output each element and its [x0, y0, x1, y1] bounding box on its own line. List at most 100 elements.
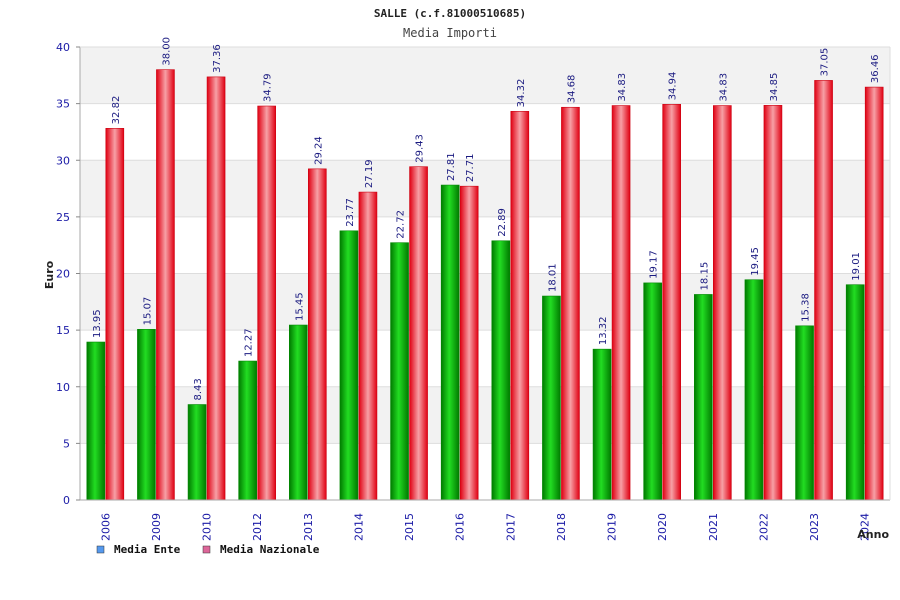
- data-label: 13.95: [92, 309, 103, 338]
- bar-media-nazionale: [814, 80, 833, 501]
- data-label: 34.94: [668, 72, 679, 101]
- data-label: 29.24: [313, 136, 324, 165]
- data-label: 8.43: [193, 378, 204, 400]
- data-label: 34.68: [566, 75, 577, 104]
- bar-media-nazionale: [763, 105, 783, 501]
- bar-media-ente: [339, 230, 359, 501]
- x-tick-label: 2006: [99, 513, 112, 541]
- data-label: 37.36: [212, 44, 223, 73]
- data-label: 34.83: [617, 73, 628, 102]
- data-label: 22.89: [497, 208, 508, 237]
- data-label: 23.77: [345, 198, 356, 227]
- x-tick-label: 2010: [201, 513, 214, 541]
- data-label: 22.72: [396, 210, 407, 239]
- bar-media-ente: [795, 325, 814, 501]
- data-label: 34.32: [516, 79, 527, 108]
- data-label: 37.05: [820, 48, 831, 77]
- bar-media-ente: [137, 329, 156, 501]
- bar-media-nazionale: [561, 106, 580, 501]
- x-tick-label: 2021: [707, 513, 720, 541]
- bar-media-nazionale: [257, 105, 276, 501]
- data-label: 32.82: [111, 96, 122, 125]
- x-tick-label: 2009: [150, 513, 163, 541]
- x-tick-label: 2023: [808, 513, 821, 541]
- bar-media-nazionale: [510, 111, 530, 501]
- bar-media-nazionale: [105, 128, 125, 501]
- bar-media-nazionale: [156, 69, 175, 501]
- data-label: 34.79: [263, 73, 274, 102]
- y-tick-label: 10: [56, 381, 70, 394]
- bar-media-nazionale: [206, 76, 226, 501]
- data-label: 34.83: [718, 73, 729, 102]
- x-axis-ticks: 2006 2009 2010 2012 2013 2014 2015 2016 2017 2018…: [99, 513, 871, 541]
- y-tick-label: 25: [56, 211, 70, 224]
- bar-media-ente: [238, 360, 257, 501]
- data-label: 38.00: [161, 37, 172, 66]
- y-tick-label: 30: [56, 154, 70, 167]
- legend-label-media-ente: Media Ente: [114, 543, 181, 556]
- y-tick-label: 15: [56, 324, 70, 337]
- y-axis-label: Euro: [43, 260, 56, 289]
- legend: Media Ente Media Nazionale: [96, 543, 320, 556]
- x-tick-label: 2024: [859, 513, 872, 541]
- y-tick-label: 0: [63, 494, 70, 507]
- bar-media-nazionale: [611, 105, 631, 501]
- x-axis-label: Anno: [857, 528, 889, 541]
- bars: [86, 69, 884, 501]
- legend-label-media-nazionale: Media Nazionale: [220, 543, 320, 556]
- bar-media-ente: [289, 324, 308, 501]
- bar-media-ente: [592, 348, 612, 501]
- bar-media-nazionale: [459, 185, 479, 501]
- bar-media-nazionale: [864, 86, 884, 501]
- y-tick-label: 40: [56, 41, 70, 54]
- bar-media-ente: [491, 240, 511, 501]
- x-tick-label: 2014: [352, 513, 365, 541]
- x-tick-label: 2015: [403, 513, 416, 541]
- x-tick-label: 2019: [606, 513, 619, 541]
- data-label: 18.15: [699, 262, 710, 291]
- x-tick-label: 2012: [251, 513, 264, 541]
- x-tick-label: 2017: [504, 513, 517, 541]
- bar-media-ente: [845, 284, 865, 501]
- bar-media-ente: [694, 294, 713, 501]
- x-tick-label: 2022: [757, 513, 770, 541]
- data-label: 12.27: [244, 328, 255, 357]
- data-label: 15.07: [142, 297, 153, 326]
- chart-subtitle: Media Importi: [403, 26, 497, 40]
- data-label: 18.01: [547, 263, 558, 292]
- bar-media-nazionale: [308, 168, 327, 501]
- y-tick-label: 5: [63, 437, 70, 450]
- bar-media-ente: [390, 242, 409, 501]
- x-tick-label: 2020: [656, 513, 669, 541]
- data-label: 15.38: [801, 293, 812, 322]
- bar-media-ente: [440, 184, 460, 501]
- data-labels: 13.95 32.82 15.07 38.00 8.43 37.36 12.27 34.79 1…: [92, 37, 881, 401]
- bar-media-ente: [187, 404, 207, 501]
- x-tick-label: 2016: [454, 513, 467, 541]
- y-tick-label: 35: [56, 98, 70, 111]
- bar-media-nazionale: [713, 105, 732, 501]
- y-tick-label: 20: [56, 268, 70, 281]
- bar-media-nazionale: [662, 104, 681, 501]
- data-label: 13.32: [598, 317, 609, 346]
- bar-media-ente: [542, 295, 561, 501]
- data-label: 29.43: [415, 134, 426, 163]
- data-label: 27.81: [446, 152, 457, 181]
- data-label: 19.17: [649, 250, 660, 279]
- data-label: 27.71: [465, 154, 476, 183]
- legend-swatch-media-nazionale: [202, 545, 211, 554]
- y-axis-ticks: 0 5 10 15 20 25 30 35 40: [56, 41, 80, 507]
- bar-media-ente: [643, 282, 662, 501]
- x-tick-label: 2013: [302, 513, 315, 541]
- data-label: 15.45: [294, 292, 305, 321]
- bar-media-nazionale: [409, 166, 428, 501]
- bar-media-ente: [744, 279, 764, 501]
- bar-media-ente: [86, 341, 106, 501]
- data-label: 34.85: [769, 73, 780, 102]
- data-label: 27.19: [364, 159, 375, 188]
- data-label: 36.46: [870, 54, 881, 83]
- bar-media-nazionale: [358, 191, 378, 501]
- data-label: 19.01: [851, 252, 862, 281]
- chart-title: SALLE (c.f.81000510685): [374, 7, 526, 20]
